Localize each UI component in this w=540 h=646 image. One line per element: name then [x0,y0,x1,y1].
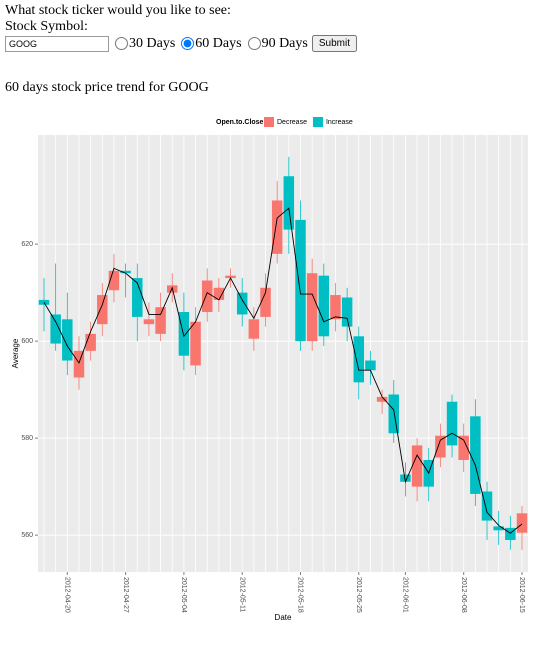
y-tick-label: 560 [21,532,33,539]
radio-label: 30 Days [129,35,176,51]
candle-body [97,295,108,325]
x-tick-label: 2012-06-15 [518,577,525,613]
candle-body [516,513,528,533]
legend-swatch [264,117,274,127]
candle-body [353,336,365,383]
stock-form: What stock ticker would you like to see:… [5,3,357,52]
legend-title: Open.to.Close [216,119,264,126]
x-tick-label: 2012-05-25 [355,577,362,613]
x-tick-label: 2012-06-08 [460,577,467,613]
candle-body [388,394,400,434]
candle-body [73,350,85,378]
legend-swatch [312,117,323,127]
y-tick-label: 600 [21,338,33,345]
candle-body [505,527,516,540]
candle-body [365,360,376,371]
legend-label: Decrease [277,119,307,126]
symbol-input[interactable] [5,35,109,52]
radio-group: 30 Days 60 Days 90 Days [109,36,308,51]
candle-body [318,275,330,337]
plot-panel [38,135,528,572]
candle-body [330,295,341,320]
candle-body [306,273,318,342]
candle-body [341,297,353,327]
radio-button[interactable] [115,37,128,50]
candle-body [481,491,493,521]
candle-body [85,333,96,351]
x-tick-label: 2012-06-01 [402,577,409,613]
candle-body [295,219,306,342]
candle-body [400,474,411,482]
candle-body [236,292,248,315]
candle-body [470,416,481,494]
candle-body [178,312,190,356]
candle-body [493,526,504,531]
radio-label: 90 Days [261,35,308,51]
candle-body [190,321,201,366]
average-line [43,207,523,534]
candle-body [446,401,458,446]
candle-body [283,176,295,230]
candle-body [411,445,423,487]
radio-label: 60 Days [195,35,242,51]
x-tick-label: 2012-04-20 [63,577,70,613]
prompt: What stock ticker would you like to see: [5,3,231,18]
candle-body [213,287,225,300]
candle-body [248,319,260,339]
x-tick-label: 2012-05-11 [238,577,245,612]
candle-body [155,307,166,334]
x-axis-label: Date [275,613,292,622]
y-tick-label: 580 [21,435,33,442]
legend-label: Increase [326,119,353,126]
radio-button[interactable] [181,37,195,50]
radio-button[interactable] [247,37,261,50]
candle-body [201,280,213,313]
y-tick-label: 620 [21,241,33,248]
candle-body [132,278,143,317]
candle-body [50,314,61,344]
submit-button[interactable]: Submit [311,35,357,52]
candle-body [458,435,469,460]
candle-body [108,270,120,291]
x-tick-label: 2012-05-18 [297,577,304,613]
candle-body [143,319,155,325]
symbol-label: Stock Symbol: [5,19,88,34]
x-tick-label: 2012-04-27 [122,577,129,613]
candle-body [435,435,446,458]
heading: 60 days stock price trend for GOOG [5,80,209,95]
candle-body [225,275,236,279]
y-axis-label: Average [11,338,20,368]
candle-body [271,200,283,254]
candle-body [376,396,388,402]
candle-body [62,319,73,361]
x-tick-label: 2012-05-04 [180,577,187,613]
candle-body [120,270,131,274]
candle-body [260,287,271,317]
